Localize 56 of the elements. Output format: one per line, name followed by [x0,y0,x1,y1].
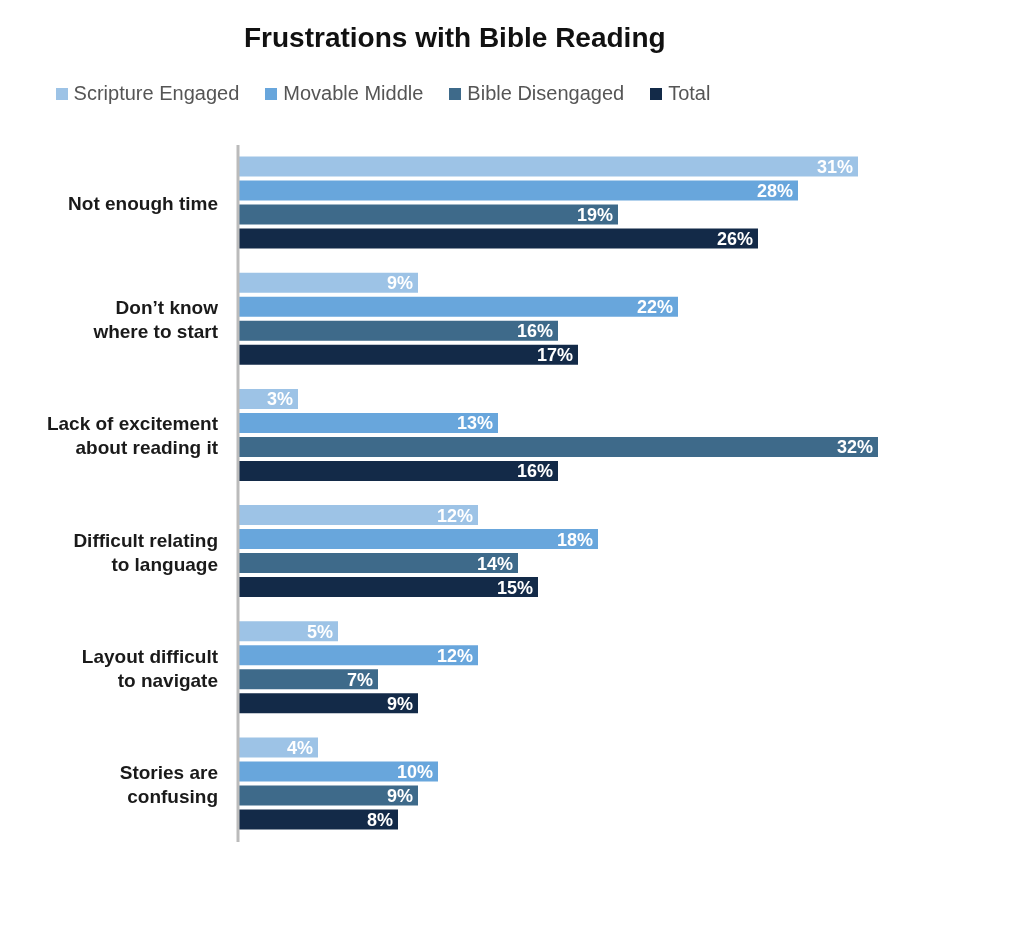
bar [238,645,478,666]
bar [238,669,378,690]
bar [238,180,798,201]
bar [238,344,578,365]
bar [238,156,858,177]
data-label: 7% [346,669,373,690]
bar [238,412,498,433]
data-label: 15% [496,577,533,598]
legend-label: Bible Disengaged [466,82,625,105]
y-tick-label: Not enough time [68,192,218,214]
data-label: 18% [556,529,593,550]
data-label: 3% [266,389,293,410]
data-label: 13% [456,413,493,434]
bar [238,228,758,249]
data-label: 4% [286,737,313,758]
data-label: 16% [516,321,553,342]
data-label: 17% [536,345,573,366]
data-label: 22% [636,297,673,318]
y-tick-label: Don’t know where to start [92,296,219,342]
bar [238,272,418,293]
y-tick-label: Layout difficult to navigate [81,645,219,691]
legend-label: Scripture Engaged [72,82,240,105]
data-label: 31% [816,157,853,178]
data-label: 14% [476,553,513,574]
data-label: 19% [576,205,613,226]
y-tick-label: Difficult relating to language [73,529,218,575]
bar [238,577,538,598]
data-label: 8% [366,809,393,830]
bar [238,809,398,830]
bar [238,436,878,457]
data-label: 16% [516,461,553,482]
data-label: 9% [386,785,413,806]
legend-label: Movable Middle [282,82,424,105]
y-tick-label: Stories are confusing [119,761,218,807]
bar [238,460,558,481]
bar [238,553,518,574]
data-label: 28% [756,181,793,202]
data-label: 9% [386,273,413,294]
data-label: 26% [716,229,753,250]
bar [238,529,598,550]
bar [238,693,418,714]
bar [238,296,678,317]
bar [238,761,438,782]
y-tick-label: Lack of excitement about reading it [46,412,219,458]
chart-title: Frustrations with Bible Reading [243,21,667,55]
bar [238,320,558,341]
data-label: 5% [306,621,333,642]
data-label: 9% [386,693,413,714]
data-label: 10% [396,761,433,782]
data-label: 12% [436,505,473,526]
legend-label: Total [667,82,711,105]
data-label: 32% [836,437,873,458]
bar [238,204,618,225]
bar [238,505,478,526]
data-label: 12% [436,645,473,666]
bar [238,785,418,806]
